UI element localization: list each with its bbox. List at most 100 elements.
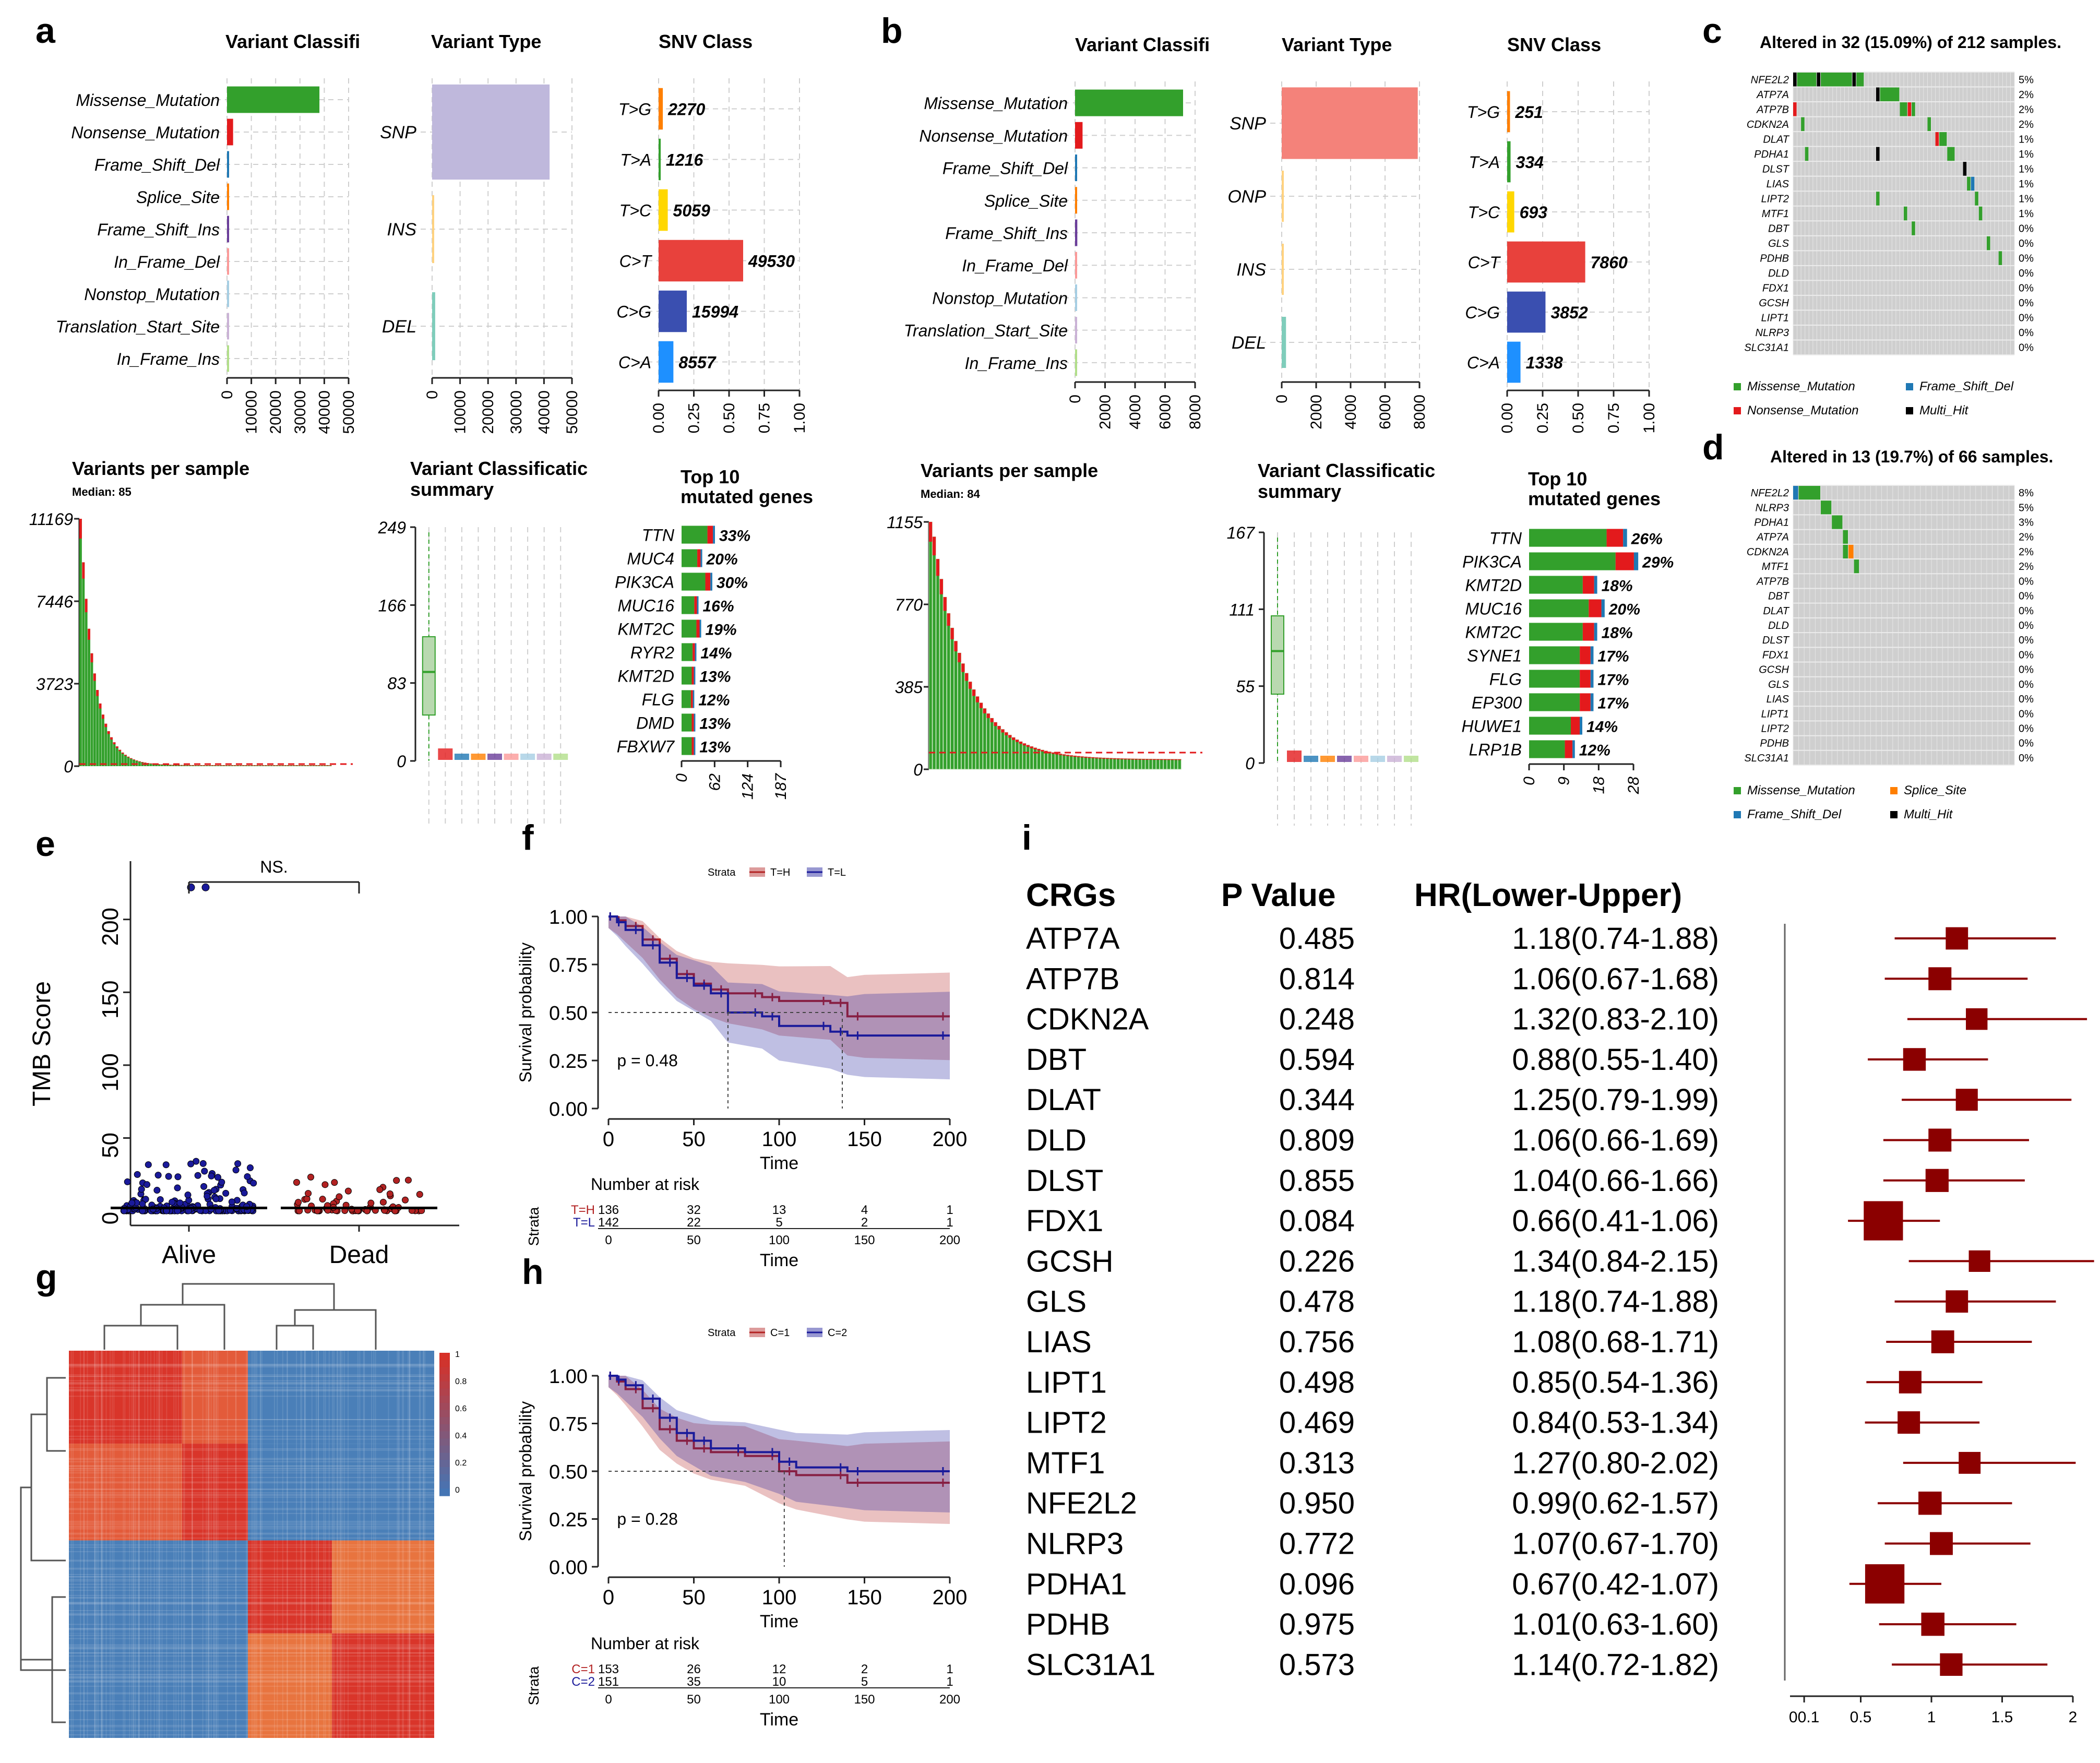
- i-hr-text: 1.06(0.67-1.68): [1512, 962, 1719, 996]
- f-km-risk-value: 142: [598, 1216, 619, 1230]
- a-variants-per-sample-bar-nonsense: [135, 760, 138, 761]
- a-top10-pct-label: 13%: [699, 669, 731, 686]
- c-oncoplot-mutation-cell: [1880, 87, 1900, 102]
- g-heat-block: [69, 1351, 182, 1444]
- a-variants-per-sample-bar-nonsense: [186, 765, 189, 766]
- f-km-risk-xtick: 150: [854, 1233, 875, 1247]
- a-variant-classification-bar: [227, 183, 229, 210]
- a-variants-per-sample-bar-missense: [158, 764, 161, 766]
- d-oncoplot-mutation-cell: [1843, 530, 1848, 544]
- i-pvalue: 0.809: [1279, 1124, 1355, 1158]
- h-km-risk-title: Number at risk: [591, 1634, 700, 1653]
- b-top10-pct-label: 18%: [1602, 578, 1633, 595]
- b-variants-per-sample-bar-nonsense: [1033, 747, 1037, 750]
- g-scale-step: [439, 1417, 450, 1425]
- e-point-alive: [199, 1160, 207, 1167]
- b-variant-type-bar: [1282, 171, 1284, 222]
- a-variants-per-sample-bar-missense: [177, 765, 181, 766]
- b-variants-per-sample-bar-missense: [1113, 758, 1117, 770]
- a-top10-pct-label: 14%: [700, 645, 732, 662]
- b-vcs-summary-box: [1287, 751, 1302, 762]
- g-scale-step: [439, 1488, 450, 1496]
- a-variants-per-sample-bar-nonsense: [194, 765, 197, 766]
- b-variants-per-sample-bar-missense: [979, 702, 983, 770]
- a-variants-per-sample-bar-nonsense: [124, 755, 127, 756]
- b-variants-per-sample-bar-missense: [936, 558, 940, 770]
- h-km-ytick-label: 0.25: [549, 1509, 588, 1531]
- i-pvalue: 0.478: [1279, 1285, 1355, 1319]
- b-variants-per-sample-bar-nonsense: [1066, 755, 1069, 756]
- i-pvalue: 0.313: [1279, 1446, 1355, 1480]
- a-variants-per-sample-bar-nonsense: [96, 690, 99, 696]
- c-oncoplot-gene-label: GCSH: [1759, 297, 1789, 309]
- g-scale-step: [439, 1374, 450, 1382]
- a-variants-per-sample-bar-missense: [79, 519, 82, 766]
- b-variants-per-sample-bar-missense: [1083, 756, 1088, 770]
- b-top10-bar-nonsense: [1580, 670, 1591, 688]
- b-vcs-summary-box: [1271, 615, 1284, 695]
- b-variants-per-sample-bar-nonsense: [1171, 759, 1174, 760]
- a-variants-per-sample-bar-nonsense: [129, 758, 133, 759]
- a-snv-class-xtick-label: 0.50: [721, 403, 738, 433]
- c-oncoplot-mutation-cell: [1975, 192, 1978, 206]
- f-km-risk-value: 5: [775, 1216, 782, 1230]
- c-oncoplot-mutation-cell: [1793, 73, 1797, 87]
- a-variants-per-sample-bar-nonsense: [99, 703, 102, 709]
- a-variant-classification-category-label: In_Frame_Del: [114, 253, 220, 271]
- h-km-risk-value: 12: [772, 1662, 786, 1676]
- e-point-alive: [176, 1199, 184, 1207]
- i-hr-text: 1.34(0.84-2.15): [1512, 1244, 1719, 1278]
- e-point-dead: [393, 1177, 400, 1184]
- b-variants-per-sample-bar-nonsense: [986, 713, 990, 718]
- b-top10-gene-label: SYNE1: [1467, 647, 1522, 665]
- c-oncoplot-pct-label: 0%: [2019, 327, 2034, 339]
- a-variants-per-sample-bar-nonsense: [174, 765, 177, 766]
- c-oncoplot-pct-label: 1%: [2019, 178, 2034, 190]
- a-snv-class-value-label: 1216: [666, 151, 703, 170]
- d-oncoplot-legend-swatch: [1890, 811, 1898, 818]
- f-km-risk-value: 22: [687, 1216, 701, 1230]
- b-vcs-summary-box: [1404, 756, 1418, 762]
- a-variants-per-sample-bar-nonsense: [250, 765, 253, 766]
- b-variants-per-sample-bar-nonsense: [1073, 756, 1077, 757]
- h-km-xtick-label: 0: [603, 1586, 614, 1609]
- b-top10-gene-label: MUC16: [1465, 600, 1522, 618]
- e-point-dead: [379, 1198, 387, 1206]
- a-variants-per-sample-bar-nonsense: [118, 749, 122, 752]
- b-top10-bar-missense: [1529, 599, 1589, 617]
- b-variants-per-sample-bar-missense: [1044, 751, 1048, 770]
- g-heat-block: [332, 1540, 434, 1634]
- i-hr-text: 1.04(0.66-1.66): [1512, 1164, 1719, 1198]
- a-snv-class-value-label: 15994: [692, 303, 738, 321]
- b-variants-per-sample-bar-missense: [968, 681, 972, 770]
- i-hr-text: 1.27(0.80-2.02): [1512, 1446, 1719, 1480]
- c-oncoplot-mutation-cell: [1817, 73, 1820, 87]
- f-km-risk-xlabel: Time: [760, 1250, 798, 1270]
- i-pvalue: 0.975: [1279, 1607, 1355, 1641]
- g-scale-label: 1: [455, 1350, 460, 1359]
- b-variants-per-sample-bar-missense: [1134, 758, 1138, 770]
- g-heat-block: [69, 1444, 182, 1541]
- b-top10-gene-label: TTN: [1489, 529, 1522, 548]
- a-top10-xtick-label: 124: [739, 773, 757, 800]
- b-variants-per-sample-bar-missense: [1094, 757, 1099, 770]
- g-scale-step: [439, 1445, 450, 1454]
- a-variant-type-bar: [432, 84, 550, 180]
- f-km-risk-value: 136: [598, 1203, 619, 1217]
- b-variants-per-sample-bar-missense: [1069, 755, 1073, 770]
- a-top10-bar-missense: [682, 666, 692, 685]
- c-oncoplot-gene-label: SLC31A1: [1744, 342, 1789, 354]
- c-oncoplot-mutation-cell: [1978, 206, 1983, 221]
- e-point-alive: [162, 1161, 170, 1169]
- b-top10-bar-other: [1601, 599, 1605, 617]
- b-vcs-subtitle: summary: [1258, 481, 1341, 502]
- e-point-alive: [241, 1189, 248, 1197]
- b-top10-bar-missense: [1529, 576, 1583, 594]
- b-variant-classification-bar: [1075, 284, 1077, 311]
- d-oncoplot-pct-label: 0%: [2019, 620, 2034, 632]
- f-km-risk-value: 1: [946, 1216, 953, 1230]
- b-variants-per-sample-bar-nonsense: [994, 722, 997, 726]
- e-point-dead: [319, 1196, 326, 1203]
- a-variants-per-sample-bar-missense: [192, 765, 194, 766]
- b-variants-per-sample-bar-missense: [953, 640, 958, 770]
